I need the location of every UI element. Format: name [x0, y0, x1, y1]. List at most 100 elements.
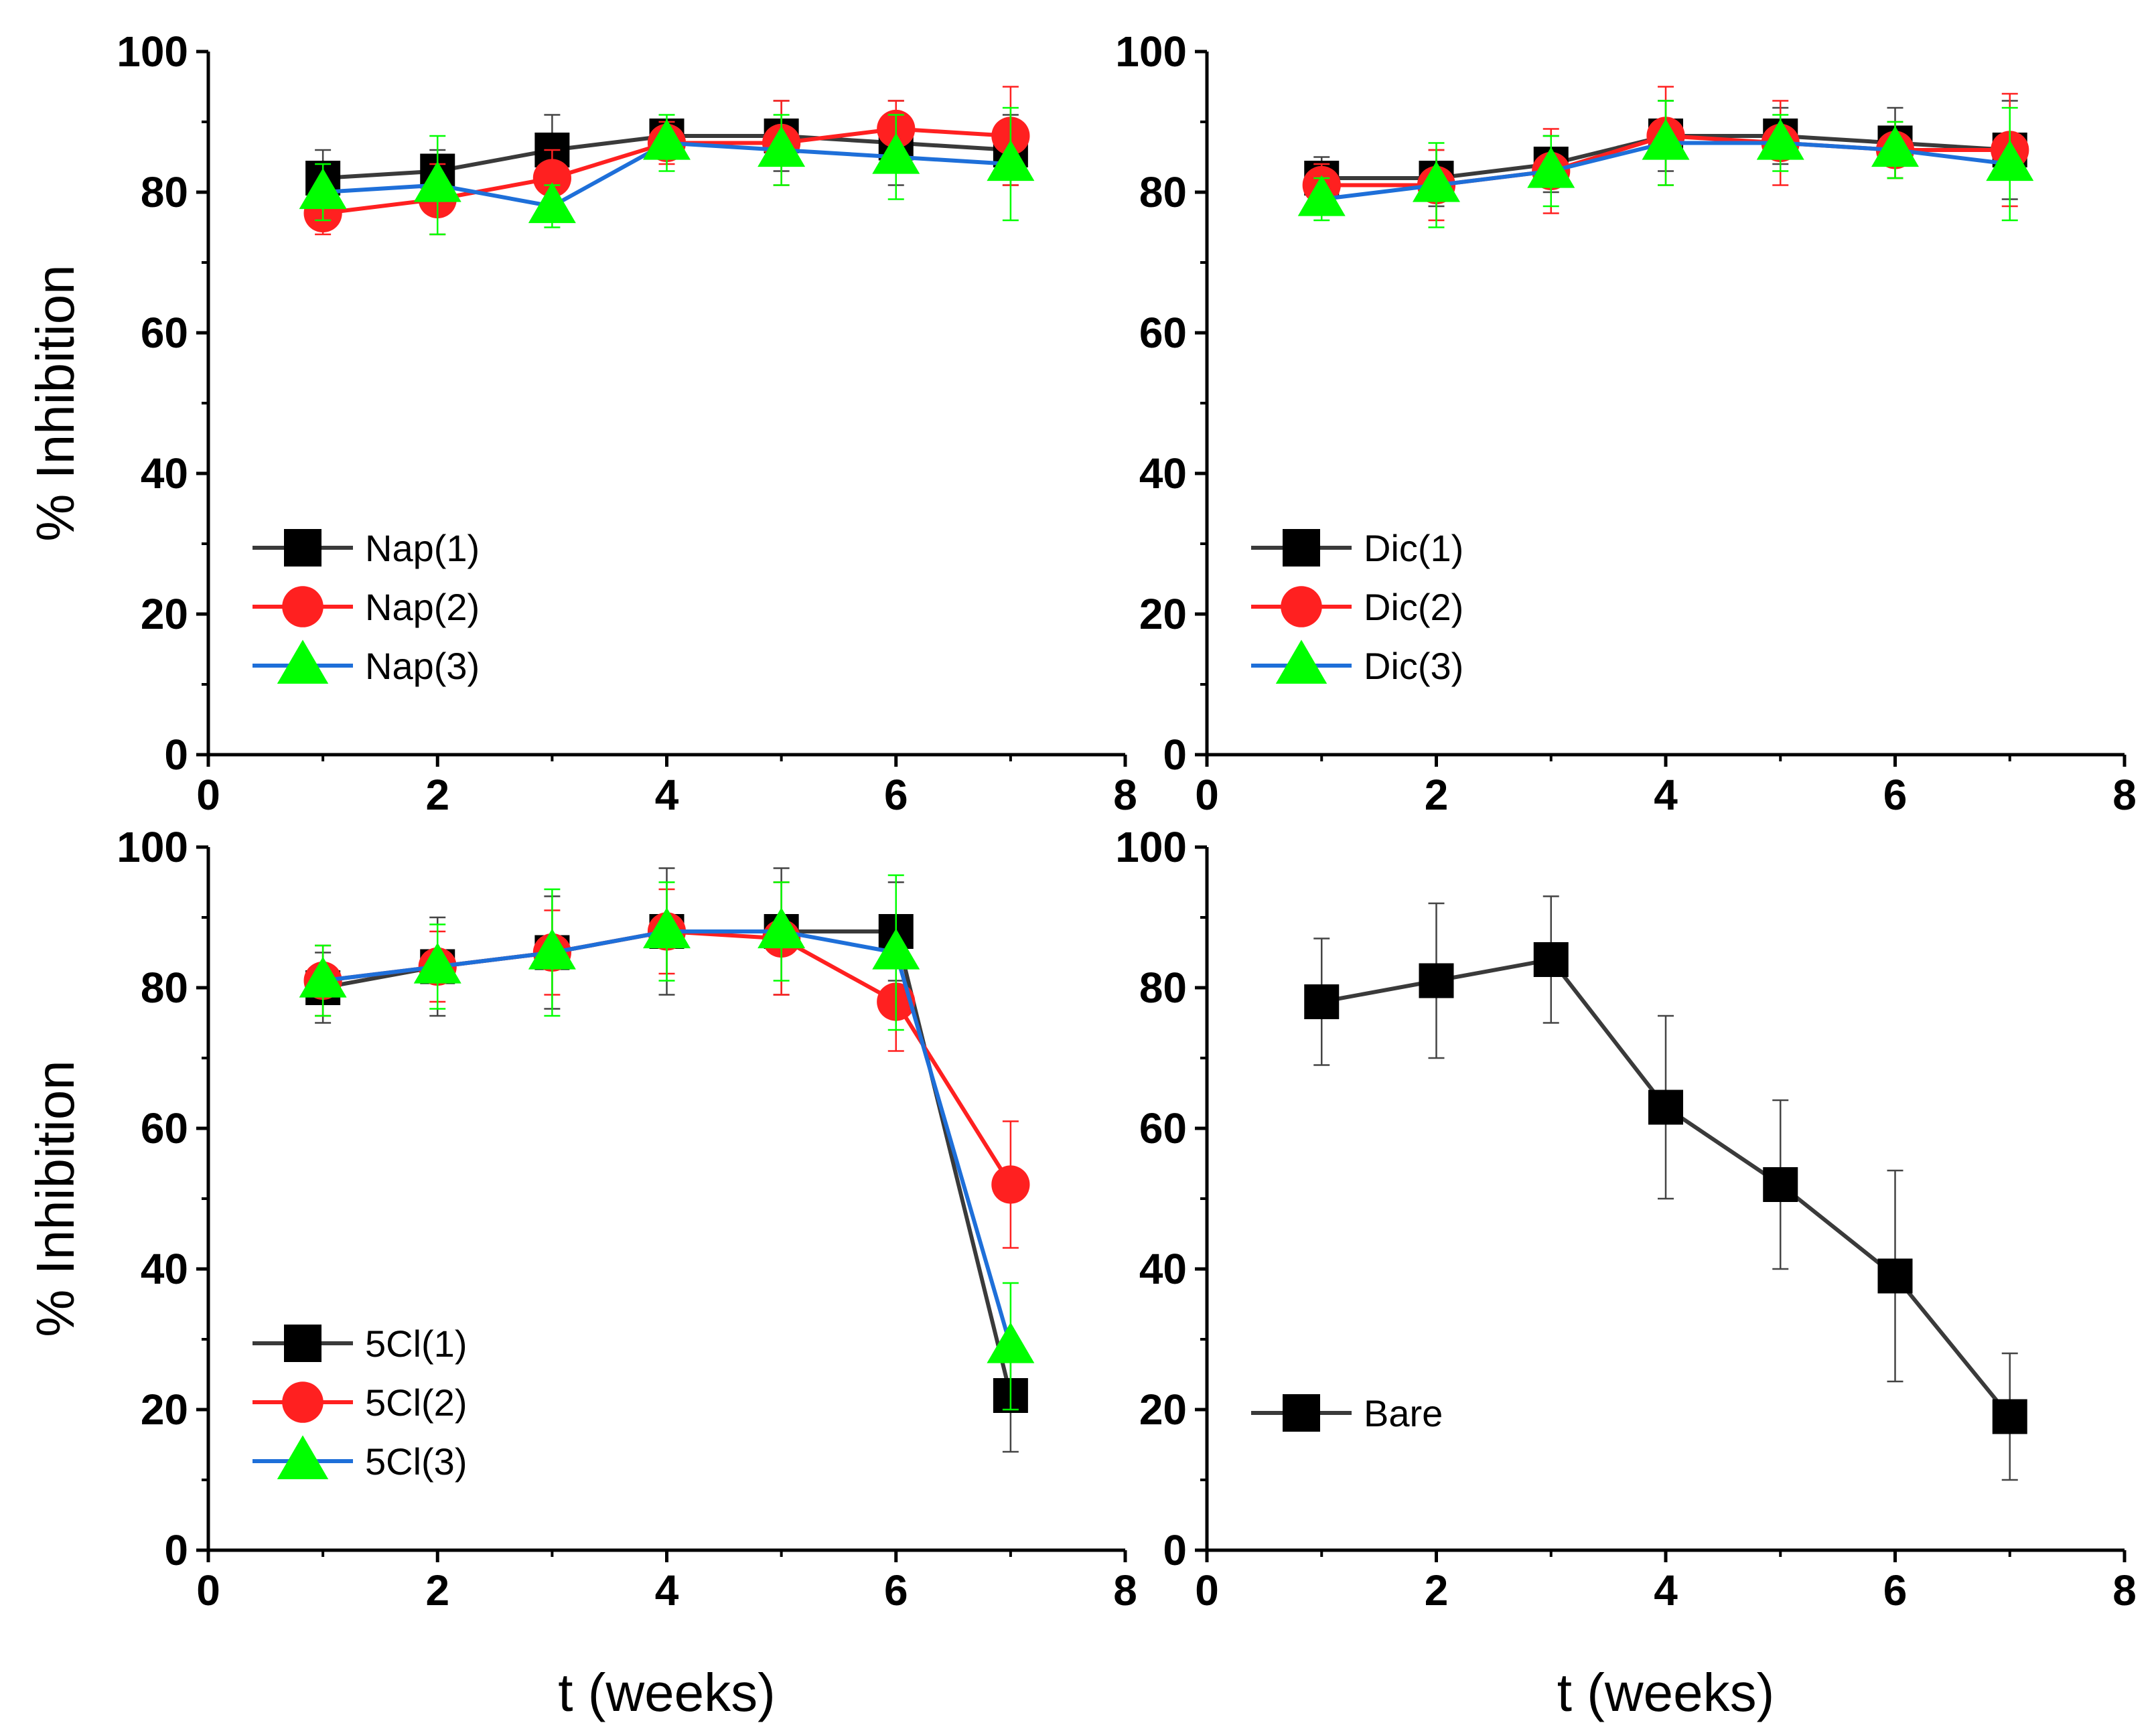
data-point	[643, 907, 691, 949]
legend-marker	[277, 1435, 329, 1480]
data-point	[1871, 126, 1919, 167]
data-point	[1527, 147, 1575, 188]
y-tick-label: 100	[117, 823, 188, 871]
y-tick-label: 0	[1163, 1526, 1187, 1574]
legend-label: 5Cl(1)	[365, 1323, 467, 1365]
data-point	[758, 126, 806, 167]
x-tick-label: 2	[1425, 1566, 1449, 1614]
data-point	[1413, 161, 1460, 202]
legend-label: 5Cl(2)	[365, 1381, 467, 1424]
data-point	[299, 168, 347, 210]
y-tick-label: 80	[1139, 964, 1187, 1012]
data-point	[758, 907, 806, 949]
y-tick-label: 0	[1163, 731, 1187, 779]
chart-panel-bottom-right: 0 20 40 60 80 100 0 2 4 6 8 t (weeks) Bare	[1115, 823, 2137, 1722]
x-tick-label: 4	[655, 771, 679, 819]
x-tick-label: 6	[884, 771, 908, 819]
x-axis-title: t (weeks)	[1557, 1663, 1775, 1722]
data-point	[528, 182, 576, 224]
legend-label: Dic(3)	[1364, 645, 1463, 687]
legend-marker	[1283, 529, 1320, 567]
y-tick-label: 0	[164, 1526, 188, 1574]
legend: 5Cl(1) 5Cl(2) 5Cl(3)	[253, 1323, 467, 1483]
data-point	[1297, 175, 1346, 216]
data-point	[872, 133, 920, 174]
y-tick-label: 20	[141, 590, 188, 638]
y-tick-label: 40	[141, 1245, 188, 1293]
x-tick-label: 2	[425, 1566, 449, 1614]
data-point	[1756, 119, 1804, 160]
chart-panel-top-left: 0 20 40 60 80 100 0 2 4 6 8 % Inhibition Nap(1) Nap(2…	[25, 27, 1137, 819]
x-tick-label: 6	[884, 1566, 908, 1614]
data-point	[1648, 1089, 1683, 1125]
y-tick-label: 40	[1139, 1245, 1187, 1293]
series-5Cl(3)	[299, 874, 1035, 1411]
y-tick-label: 40	[141, 449, 188, 498]
data-point	[1992, 1399, 2027, 1434]
data-point	[987, 1322, 1035, 1363]
y-axis-title: % Inhibition	[25, 265, 85, 542]
x-tick-label: 6	[1883, 1566, 1908, 1614]
x-tick-label: 4	[1654, 1566, 1678, 1614]
y-tick-label: 80	[141, 964, 188, 1012]
legend-label: Dic(1)	[1364, 527, 1463, 569]
data-point	[1877, 1258, 1913, 1294]
y-tick-label: 80	[1139, 168, 1187, 216]
y-tick-label: 100	[117, 27, 188, 76]
data-point	[528, 928, 576, 970]
x-axis-title: t (weeks)	[558, 1663, 776, 1722]
x-tick-label: 8	[2112, 771, 2137, 819]
x-tick-label: 8	[2112, 1566, 2137, 1614]
y-tick-label: 60	[1139, 1104, 1187, 1152]
x-tick-label: 4	[1654, 771, 1678, 819]
legend-marker	[277, 640, 329, 684]
data-point	[872, 928, 920, 970]
data-point	[1533, 942, 1569, 977]
y-tick-label: 60	[1139, 309, 1187, 357]
legend: Bare	[1251, 1392, 1443, 1434]
legend-item-5Cl(1): 5Cl(1)	[253, 1323, 467, 1365]
legend-label: Nap(2)	[365, 586, 480, 628]
legend: Dic(1) Dic(2) Dic(3)	[1251, 527, 1463, 687]
legend-item-Dic(1): Dic(1)	[1251, 527, 1463, 569]
x-tick-label: 0	[1195, 1566, 1219, 1614]
data-point	[991, 1165, 1030, 1204]
series-Bare	[1304, 895, 2027, 1481]
legend-item-Nap(1): Nap(1)	[253, 527, 480, 569]
series-Nap(3)	[299, 106, 1035, 236]
chart-panel-bottom-left: 0 20 40 60 80 100 0 2 4 6 8 % Inhibition t (weeks) 5C…	[25, 823, 1137, 1722]
data-point	[1763, 1167, 1798, 1202]
y-tick-label: 60	[141, 1104, 188, 1152]
data-point	[643, 119, 691, 160]
x-tick-label: 6	[1883, 771, 1908, 819]
data-point	[1642, 119, 1690, 160]
y-tick-label: 80	[141, 168, 188, 216]
data-point	[299, 956, 347, 998]
x-tick-label: 4	[655, 1566, 679, 1614]
series-Dic(3)	[1297, 100, 2034, 228]
x-tick-label: 8	[1113, 1566, 1137, 1614]
legend-item-Dic(3): Dic(3)	[1251, 640, 1463, 687]
legend-marker	[1283, 1394, 1320, 1432]
data-point	[413, 942, 461, 984]
y-tick-label: 100	[1115, 27, 1187, 76]
legend-marker	[282, 1381, 324, 1423]
x-tick-label: 0	[196, 771, 220, 819]
data-point	[532, 159, 571, 198]
x-tick-label: 8	[1113, 771, 1137, 819]
data-point	[413, 161, 461, 202]
x-tick-label: 2	[425, 771, 449, 819]
legend-item-Dic(2): Dic(2)	[1251, 586, 1463, 628]
y-tick-label: 20	[141, 1385, 188, 1434]
legend-marker	[1275, 640, 1327, 684]
legend-item-5Cl(3): 5Cl(3)	[253, 1435, 467, 1483]
chart-panel-top-right: 0 20 40 60 80 100 0 2 4 6 8 Dic(1) Dic(2) Dic(3)	[1115, 27, 2137, 819]
legend-item-Nap(3): Nap(3)	[253, 640, 480, 687]
legend-marker	[284, 529, 321, 567]
y-tick-label: 20	[1139, 590, 1187, 638]
data-point	[1419, 963, 1454, 998]
y-tick-label: 60	[141, 309, 188, 357]
legend-label: Dic(2)	[1364, 586, 1463, 628]
